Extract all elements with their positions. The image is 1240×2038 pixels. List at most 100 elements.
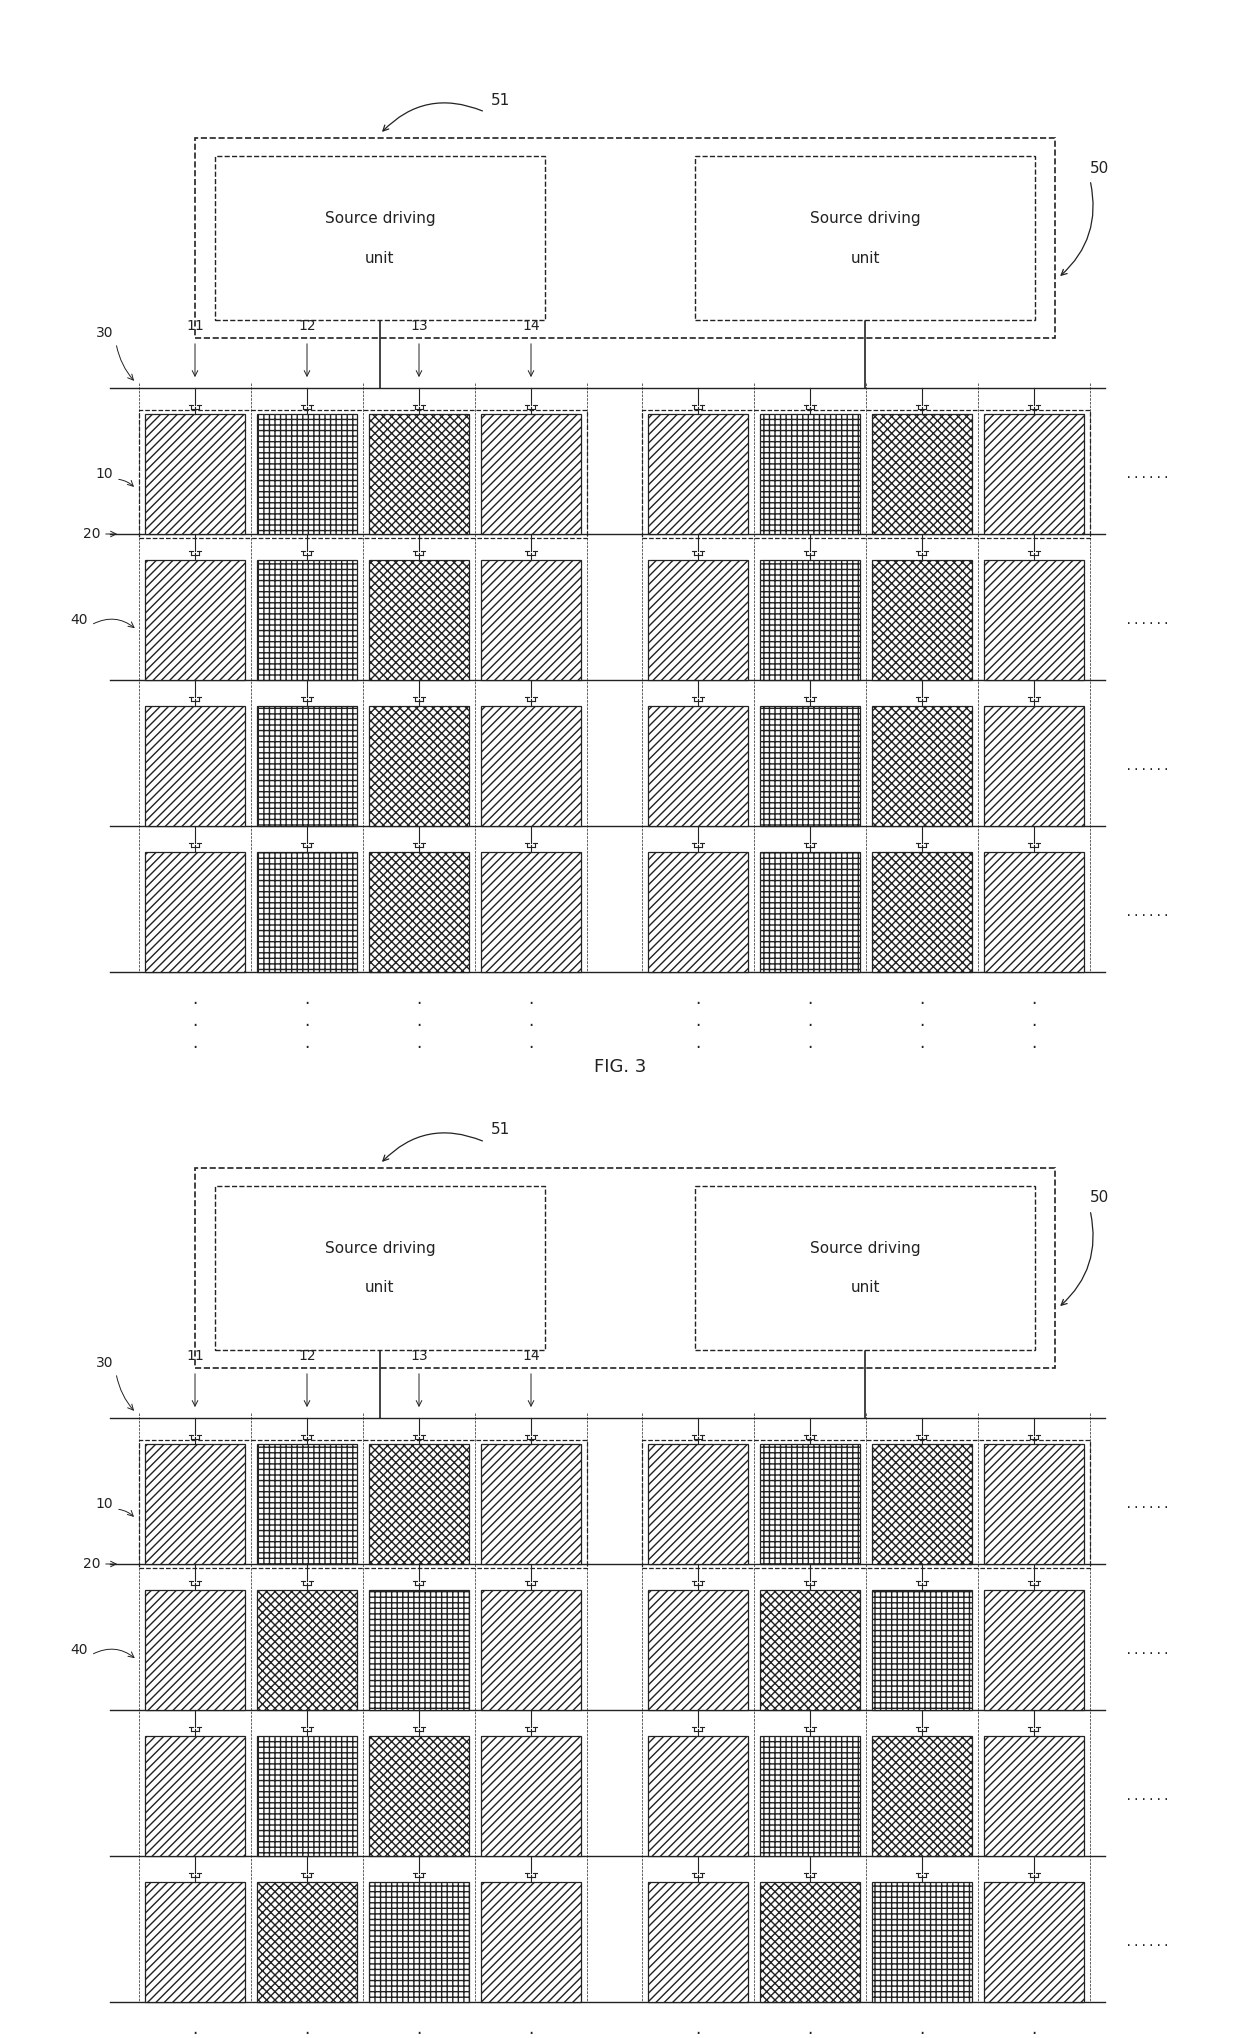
Text: ......: ......: [1125, 467, 1171, 481]
Bar: [370, 1736, 469, 1857]
Text: .: .: [192, 1033, 197, 1052]
FancyBboxPatch shape: [694, 157, 1035, 320]
Text: unit: unit: [851, 251, 879, 265]
Bar: [760, 1736, 861, 1857]
Bar: [760, 560, 861, 681]
Text: .: .: [528, 2020, 533, 2038]
Text: ......: ......: [1125, 1789, 1171, 1802]
Bar: [760, 414, 861, 534]
Text: ......: ......: [1125, 905, 1171, 919]
Text: 20: 20: [83, 528, 100, 540]
FancyBboxPatch shape: [215, 157, 546, 320]
Bar: [649, 1881, 748, 2001]
Text: 50: 50: [1090, 161, 1110, 175]
Text: .: .: [192, 1013, 197, 1029]
Text: .: .: [696, 990, 701, 1009]
Text: .: .: [807, 1033, 812, 1052]
Text: unit: unit: [851, 1280, 879, 1296]
Text: .: .: [807, 990, 812, 1009]
Text: 51: 51: [490, 92, 510, 108]
Text: .: .: [528, 990, 533, 1009]
Bar: [649, 1445, 748, 1563]
Bar: [145, 560, 246, 681]
Text: ......: ......: [1125, 760, 1171, 772]
Bar: [370, 705, 469, 825]
Text: .: .: [696, 1033, 701, 1052]
Bar: [370, 560, 469, 681]
Text: Source driving: Source driving: [325, 1241, 435, 1255]
Text: .: .: [417, 990, 422, 1009]
Bar: [257, 1445, 357, 1563]
Text: 14: 14: [522, 1349, 539, 1363]
Text: .: .: [304, 2020, 310, 2038]
Bar: [985, 1736, 1084, 1857]
Bar: [760, 1445, 861, 1563]
Bar: [985, 560, 1084, 681]
Bar: [872, 852, 972, 972]
Text: 13: 13: [410, 320, 428, 332]
FancyBboxPatch shape: [215, 1186, 546, 1349]
Bar: [257, 414, 357, 534]
Bar: [370, 414, 469, 534]
Bar: [985, 414, 1084, 534]
Bar: [257, 852, 357, 972]
Text: 51: 51: [490, 1123, 510, 1137]
Bar: [872, 560, 972, 681]
Text: 11: 11: [186, 1349, 203, 1363]
Bar: [872, 1881, 972, 2001]
Text: .: .: [919, 990, 925, 1009]
Bar: [481, 414, 582, 534]
Text: .: .: [528, 1033, 533, 1052]
Bar: [872, 1590, 972, 1710]
Bar: [145, 852, 246, 972]
Bar: [872, 414, 972, 534]
Bar: [985, 705, 1084, 825]
Text: .: .: [304, 1013, 310, 1029]
Bar: [649, 705, 748, 825]
Bar: [257, 705, 357, 825]
Text: 12: 12: [298, 320, 316, 332]
Text: 13: 13: [410, 1349, 428, 1363]
Bar: [760, 1590, 861, 1710]
Text: .: .: [1032, 1033, 1037, 1052]
Bar: [481, 852, 582, 972]
Text: 11: 11: [186, 320, 203, 332]
Text: .: .: [304, 1033, 310, 1052]
Bar: [145, 1736, 246, 1857]
Text: .: .: [304, 990, 310, 1009]
Bar: [872, 1445, 972, 1563]
Bar: [649, 414, 748, 534]
Text: 40: 40: [71, 613, 88, 628]
Text: .: .: [417, 1033, 422, 1052]
Bar: [760, 852, 861, 972]
Bar: [481, 705, 582, 825]
Text: Source driving: Source driving: [325, 210, 435, 226]
Text: .: .: [919, 2020, 925, 2038]
Text: 12: 12: [298, 1349, 316, 1363]
Text: .: .: [807, 2020, 812, 2038]
Bar: [257, 560, 357, 681]
Bar: [370, 1881, 469, 2001]
FancyBboxPatch shape: [694, 1186, 1035, 1349]
Bar: [642, 1441, 1090, 1567]
Text: .: .: [919, 1013, 925, 1029]
Bar: [139, 1441, 587, 1567]
Bar: [985, 1881, 1084, 2001]
Bar: [370, 1445, 469, 1563]
Bar: [985, 852, 1084, 972]
Text: 50: 50: [1090, 1190, 1110, 1206]
Text: .: .: [1032, 1013, 1037, 1029]
Bar: [370, 1590, 469, 1710]
Bar: [760, 705, 861, 825]
Bar: [649, 1736, 748, 1857]
Bar: [145, 1881, 246, 2001]
Bar: [481, 1881, 582, 2001]
Text: 30: 30: [95, 326, 113, 340]
Text: ......: ......: [1125, 1936, 1171, 1948]
FancyBboxPatch shape: [195, 139, 1055, 338]
Text: 14: 14: [522, 320, 539, 332]
Text: .: .: [696, 2020, 701, 2038]
Bar: [145, 1590, 246, 1710]
Text: 10: 10: [95, 467, 113, 481]
Text: unit: unit: [366, 1280, 394, 1296]
